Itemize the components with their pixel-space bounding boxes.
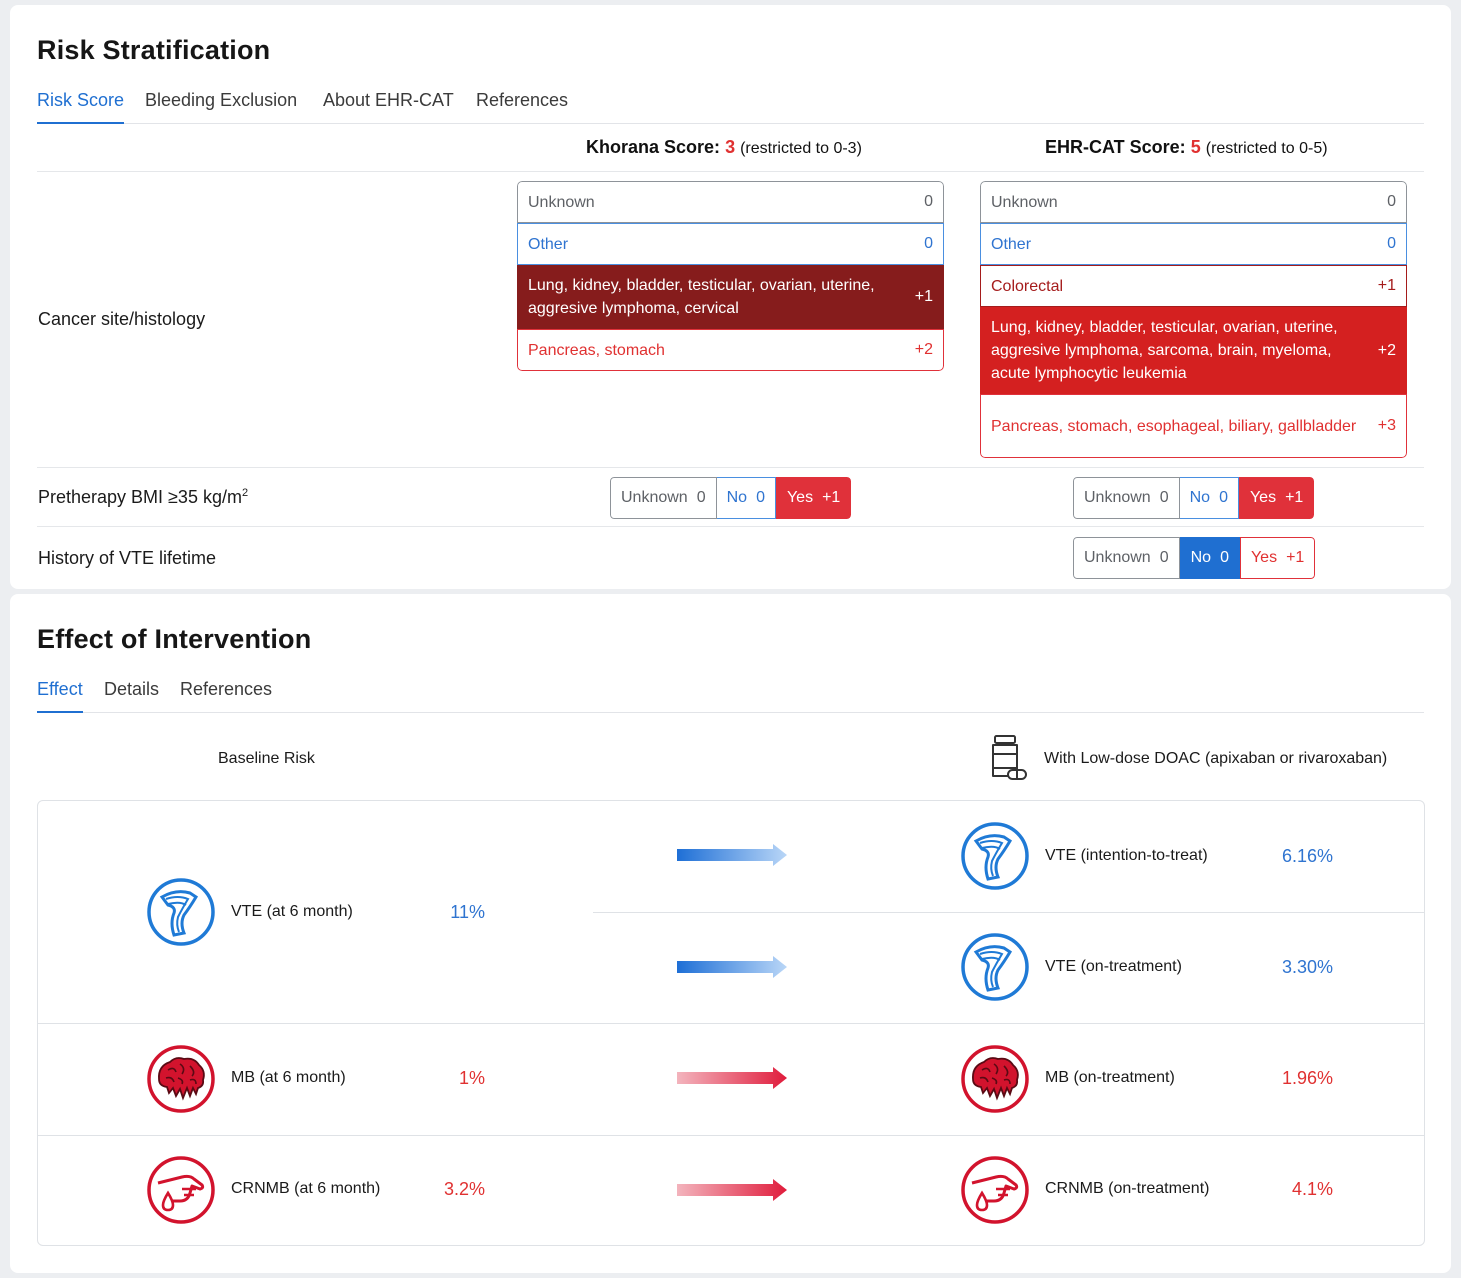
baseline-vte-value: 11% xyxy=(450,902,485,922)
khorana-cancer-options: Unknown 0 Other 0 Lung, kidney, bladder, t… xyxy=(517,181,944,371)
baseline-mb-value: 1% xyxy=(458,1068,485,1088)
option-pancreas-stomach[interactable]: Pancreas, stomach, esophageal, biliary, … xyxy=(980,394,1407,458)
treated-vte-itt-label: VTE (intention-to-treat) xyxy=(1045,847,1208,864)
bmi-label: Pretherapy BMI ≥35 kg/m2 xyxy=(38,487,249,507)
risk-stratification-card: Risk Stratification Risk Score Bleeding … xyxy=(10,5,1451,589)
option-pancreas-stomach[interactable]: Pancreas, stomach +2 xyxy=(517,329,944,371)
divider xyxy=(593,912,1424,913)
treated-mb-label: MB (on-treatment) xyxy=(1045,1069,1175,1086)
doac-header: With Low-dose DOAC (apixaban or rivaroxa… xyxy=(1044,750,1388,767)
treated-crnmb-label: CRNMB (on-treatment) xyxy=(1045,1180,1210,1197)
option-unknown[interactable]: Unknown 0 xyxy=(517,181,944,223)
option-unknown[interactable]: Unknown 0 xyxy=(980,181,1407,223)
bmi-unknown-button[interactable]: Unknown 0 xyxy=(1073,477,1180,519)
ehrcat-score-value: 5 xyxy=(1190,137,1201,157)
option-other[interactable]: Other 0 xyxy=(517,223,944,265)
bmi-no-button[interactable]: No 0 xyxy=(1179,477,1239,519)
bmi-yes-button[interactable]: Yes +1 xyxy=(1238,477,1315,519)
tab-effect[interactable]: Effect xyxy=(37,671,83,713)
tab-references[interactable]: References xyxy=(476,90,569,110)
vein-icon xyxy=(960,932,1030,1002)
treated-crnmb-value: 4.1% xyxy=(1291,1179,1333,1199)
vte-no-button[interactable]: No 0 xyxy=(1179,537,1240,579)
vte-history-label: History of VTE lifetime xyxy=(38,548,217,568)
pill-bottle-icon xyxy=(992,735,1027,780)
treated-mb-value: 1.96% xyxy=(1281,1068,1333,1088)
option-other[interactable]: Other 0 xyxy=(980,223,1407,265)
ehrcat-score-header: EHR-CAT Score: 5 (restricted to 0-5) xyxy=(1045,137,1328,157)
bmi-unknown-button[interactable]: Unknown 0 xyxy=(610,477,717,519)
tab-bleeding-exclusion[interactable]: Bleeding Exclusion xyxy=(145,90,298,110)
vein-icon xyxy=(146,877,216,947)
tab-references[interactable]: References xyxy=(180,679,273,699)
divider xyxy=(37,526,1424,527)
effect-of-intervention-card: Effect of Intervention Effect Details Re… xyxy=(10,594,1451,1273)
option-colorectal[interactable]: Colorectal +1 xyxy=(980,265,1407,307)
bmi-yes-button[interactable]: Yes +1 xyxy=(775,477,852,519)
treated-vte-ot-value: 3.30% xyxy=(1281,957,1333,977)
vte-unknown-button[interactable]: Unknown 0 xyxy=(1073,537,1180,579)
khorana-score-value: 3 xyxy=(725,137,736,157)
section-title: Effect of Intervention xyxy=(37,624,312,654)
tab-risk-score[interactable]: Risk Score xyxy=(37,82,125,124)
bleeding-brain-icon xyxy=(146,1044,216,1114)
tab-details[interactable]: Details xyxy=(104,679,160,699)
baseline-crnmb-label: CRNMB (at 6 month) xyxy=(231,1180,381,1197)
vte-yes-button[interactable]: Yes +1 xyxy=(1239,537,1316,579)
khorana-bmi-toggle: Unknown 0 No 0 Yes +1 xyxy=(610,477,852,519)
bmi-no-button[interactable]: No 0 xyxy=(716,477,776,519)
vein-icon xyxy=(960,821,1030,891)
tab-about-ehr-cat[interactable]: About EHR-CAT xyxy=(323,90,454,110)
baseline-risk-header: Baseline Risk xyxy=(218,750,315,767)
effect-tabs: Effect Details References xyxy=(37,671,1424,713)
khorana-score-header: Khorana Score: 3 (restricted to 0-3) xyxy=(586,137,862,157)
baseline-vte-label: VTE (at 6 month) xyxy=(231,903,353,920)
option-lung-kidney-selected[interactable]: Lung, kidney, bladder, testicular, ovari… xyxy=(517,265,944,329)
ehrcat-vte-toggle: Unknown 0 No 0 Yes +1 xyxy=(1073,537,1316,579)
page-title: Risk Stratification xyxy=(37,35,271,65)
divider xyxy=(38,1023,1424,1024)
effect-table: VTE (at 6 month) 11% MB (at 6 month) 1% … xyxy=(37,800,1425,1246)
arrow-right-icon xyxy=(677,1067,787,1089)
arrow-right-icon xyxy=(677,844,787,866)
divider xyxy=(37,171,1424,172)
ehrcat-bmi-toggle: Unknown 0 No 0 Yes +1 xyxy=(1073,477,1315,519)
divider xyxy=(38,1135,1424,1136)
arrow-right-icon xyxy=(677,1179,787,1201)
baseline-crnmb-value: 3.2% xyxy=(443,1179,485,1199)
baseline-mb-label: MB (at 6 month) xyxy=(231,1069,346,1086)
cancer-site-label: Cancer site/histology xyxy=(38,309,206,329)
treated-vte-itt-value: 6.16% xyxy=(1281,846,1333,866)
arrow-right-icon xyxy=(677,956,787,978)
treated-vte-ot-label: VTE (on-treatment) xyxy=(1045,958,1182,975)
divider xyxy=(37,467,1424,468)
hand-bleeding-icon xyxy=(960,1155,1030,1225)
option-lung-kidney-selected[interactable]: Lung, kidney, bladder, testicular, ovari… xyxy=(980,307,1407,394)
hand-bleeding-icon xyxy=(146,1155,216,1225)
risk-tabs: Risk Score Bleeding Exclusion About EHR-… xyxy=(37,82,1424,124)
bleeding-brain-icon xyxy=(960,1044,1030,1114)
ehrcat-cancer-options: Unknown 0 Other 0 Colorectal +1 Lung, kidne… xyxy=(980,181,1407,458)
